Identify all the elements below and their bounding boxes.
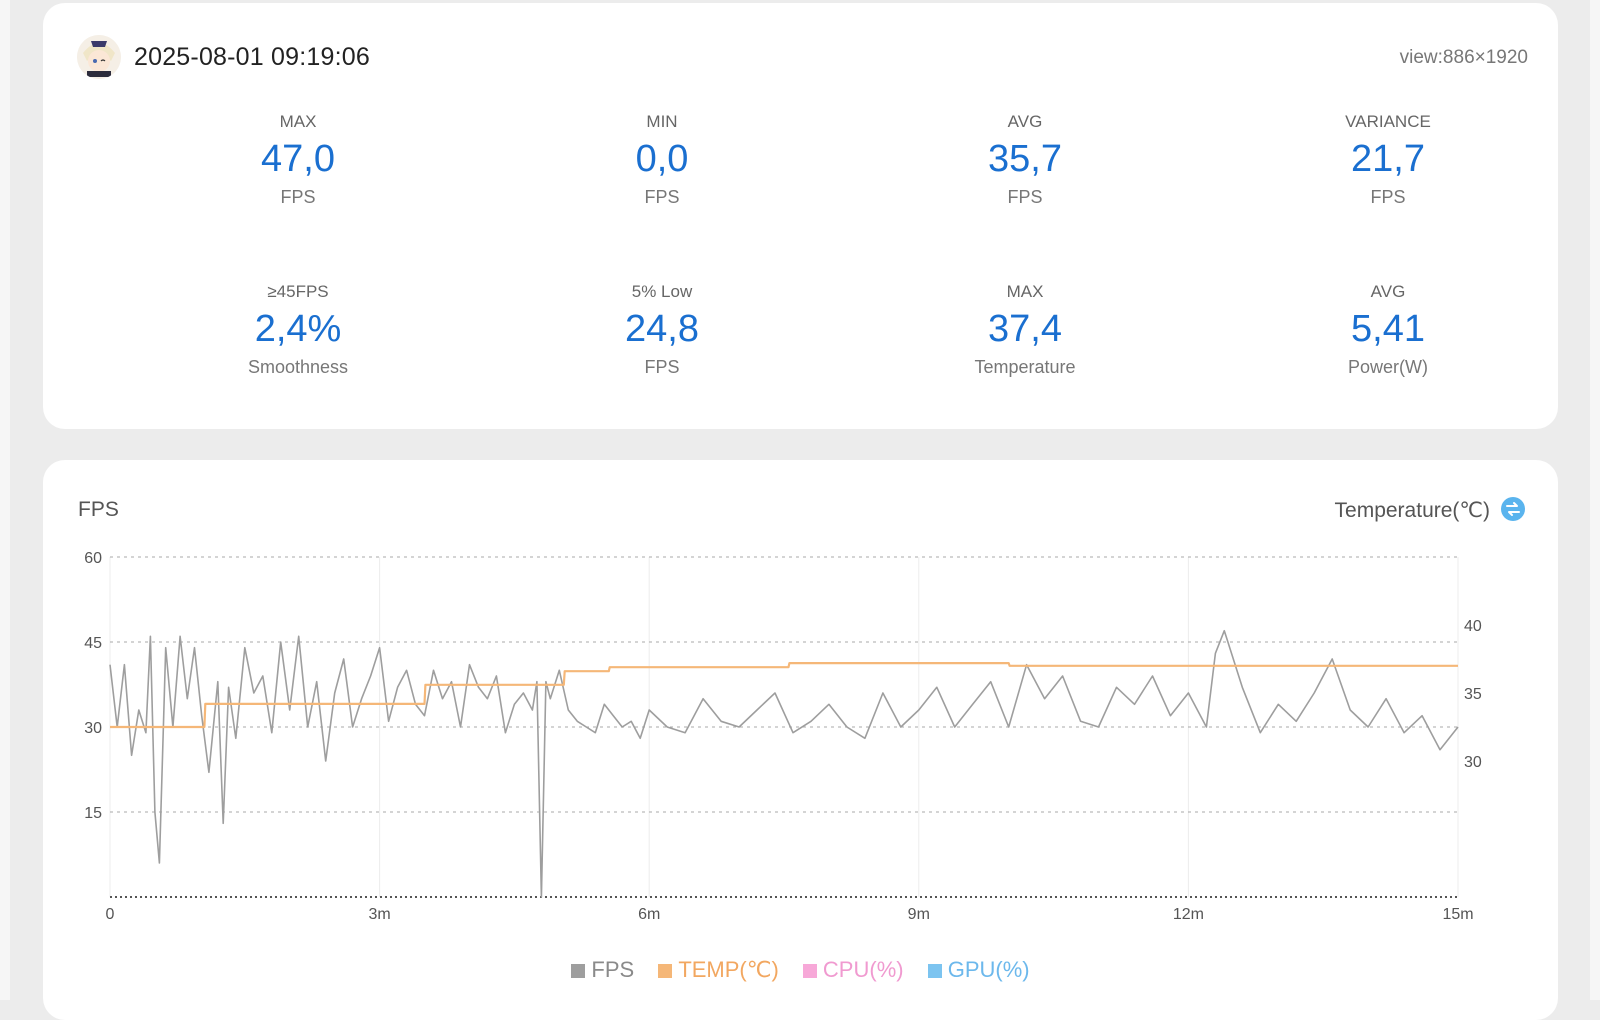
stat-value: 5,41 — [1351, 308, 1425, 350]
x-tick-label: 3m — [368, 906, 390, 923]
stat-max-fps: MAX 47,0 FPS — [148, 111, 448, 209]
chart-right-axis-title: Temperature(℃) — [1334, 499, 1490, 522]
left-edge-panel — [0, 0, 10, 1000]
stat-unit: FPS — [644, 187, 680, 207]
x-tick-label: 9m — [908, 906, 930, 923]
fps-series-line — [109, 629, 1459, 898]
legend-item-fps[interactable]: FPS — [571, 957, 634, 983]
stat-value: 24,8 — [625, 308, 699, 350]
stat-label: MIN — [646, 112, 678, 131]
stat-label: AVG — [1007, 112, 1043, 131]
chart-left-axis-title: FPS — [78, 498, 119, 521]
temperature-series-line — [110, 662, 1458, 729]
stat-unit: FPS — [1370, 187, 1406, 207]
y-left-tick-label: 30 — [84, 720, 102, 737]
swap-icon[interactable] — [1501, 497, 1525, 521]
x-tick-label: 0 — [106, 906, 115, 923]
legend-swatch-temp — [658, 964, 673, 978]
legend-item-cpu[interactable]: CPU(%) — [802, 957, 904, 983]
stat-unit: FPS — [1007, 187, 1043, 207]
stat-unit: FPS — [280, 187, 316, 207]
stat-value: 35,7 — [988, 138, 1062, 180]
legend-swatch-fps — [571, 964, 586, 978]
stat-label: MAX — [279, 112, 317, 131]
stat-unit: Smoothness — [247, 357, 349, 377]
right-edge-panel — [1590, 0, 1600, 1000]
stat-unit: Power(W) — [1348, 357, 1428, 377]
y-left-tick-label: 60 — [84, 550, 102, 567]
legend-swatch-cpu — [802, 964, 817, 978]
stat-label: AVG — [1370, 282, 1406, 301]
stat-label: ≥45FPS — [267, 282, 329, 301]
stat-smoothness: ≥45FPS 2,4% Smoothness — [148, 281, 448, 379]
stat-min-fps: MIN 0,0 FPS — [512, 111, 812, 209]
y-right-tick-label: 30 — [1464, 754, 1482, 771]
legend-label-cpu: CPU(%) — [822, 957, 904, 982]
y-left-tick-label: 15 — [84, 805, 102, 822]
legend-item-gpu[interactable]: GPU(%) — [927, 957, 1030, 983]
view-resolution: view:886×1920 — [1399, 47, 1528, 68]
stat-5pct-low: 5% Low 24,8 FPS — [512, 281, 812, 379]
stat-avg-power: AVG 5,41 Power(W) — [1238, 281, 1538, 379]
stat-unit: FPS — [644, 357, 680, 377]
y-right-tick-label: 40 — [1464, 618, 1482, 635]
stat-variance: VARIANCE 21,7 FPS — [1238, 111, 1538, 209]
summary-card: 2025-08-01 09:19:06 view:886×1920 MAX 47… — [43, 3, 1558, 429]
legend-label-temp: TEMP(℃) — [678, 957, 779, 982]
stat-unit: Temperature — [974, 357, 1076, 377]
chart-card: FPS Temperature(℃) 0 3m 6m 9m 12m 15m 60 45 30 15… — [43, 460, 1558, 1020]
stat-value: 0,0 — [635, 138, 689, 180]
legend-label-fps: FPS — [591, 957, 635, 982]
legend-swatch-gpu — [927, 964, 942, 978]
fps-temperature-chart: 0 3m 6m 9m 12m 15m 60 45 30 15 40 35 30 — [84, 550, 1482, 923]
stat-value: 2,4% — [254, 308, 342, 350]
stat-value: 37,4 — [988, 308, 1062, 350]
session-timestamp: 2025-08-01 09:19:06 — [134, 43, 370, 71]
x-tick-label: 15m — [1442, 906, 1473, 923]
legend-label-gpu: GPU(%) — [947, 957, 1030, 982]
x-tick-label: 12m — [1173, 906, 1204, 923]
x-tick-label: 6m — [638, 906, 660, 923]
legend-item-temp[interactable]: TEMP(℃) — [658, 957, 779, 983]
character-avatar-icon — [77, 35, 121, 79]
stat-label: MAX — [1006, 282, 1044, 301]
y-right-tick-label: 35 — [1464, 686, 1482, 703]
stat-avg-fps: AVG 35,7 FPS — [875, 111, 1175, 209]
chart-legend: FPS TEMP(℃) CPU(%) GPU(%) — [43, 957, 1558, 983]
stat-value: 47,0 — [261, 138, 335, 180]
stat-label: VARIANCE — [1345, 112, 1431, 131]
stat-label: 5% Low — [631, 282, 693, 301]
y-left-tick-label: 45 — [84, 635, 102, 652]
stat-value: 21,7 — [1351, 138, 1425, 180]
stat-max-temperature: MAX 37,4 Temperature — [875, 281, 1175, 379]
